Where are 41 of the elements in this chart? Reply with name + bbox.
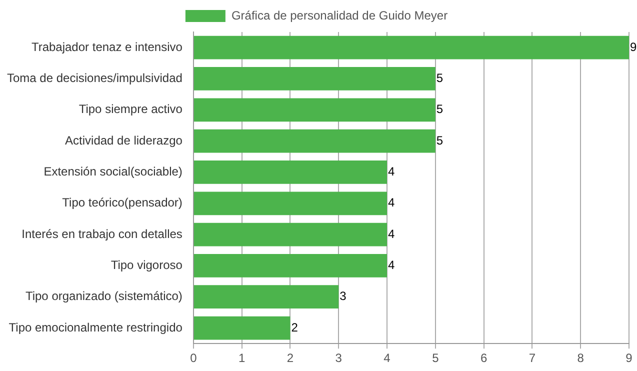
data-label: 4 (388, 226, 396, 241)
y-tick-label: Tipo organizado (sistemático) (25, 289, 182, 304)
x-tick-label: 4 (384, 351, 391, 366)
y-tick-label: Toma de decisiones/impulsividad (6, 71, 182, 86)
data-label: 5 (436, 71, 444, 86)
x-tick-label: 1 (238, 351, 246, 366)
x-tick-label: 7 (528, 351, 536, 366)
y-tick-label: Actividad de liderazgo (65, 133, 183, 148)
x-tick-label: 2 (286, 351, 294, 366)
bar (194, 285, 339, 309)
bar (194, 67, 436, 90)
bar (194, 192, 388, 216)
x-tick-label: 0 (190, 351, 198, 366)
y-tick-label: Tipo emocionalmente restringido (8, 320, 183, 334)
data-label: 4 (388, 196, 396, 210)
bar (194, 129, 436, 153)
x-tick-label: 6 (480, 351, 488, 366)
y-tick-label: Tipo siempre activo (78, 102, 183, 116)
legend-label: Gráfica de personalidad de Guido Meyer (231, 8, 448, 22)
bar (194, 222, 388, 246)
data-label: 9 (630, 40, 637, 54)
y-tick-label: Extensión social(sociable) (44, 164, 182, 179)
bar (194, 316, 290, 340)
data-label: 2 (291, 320, 298, 334)
bar (194, 98, 436, 122)
y-tick-label: Interés en trabajo con detalles (22, 226, 182, 241)
x-tick-label: 5 (432, 351, 440, 366)
bar (194, 160, 388, 184)
x-tick-label: 8 (577, 351, 584, 366)
x-tick-label: 3 (335, 351, 342, 366)
y-tick-label: Tipo vigoroso (110, 258, 183, 272)
data-label: 3 (340, 289, 347, 304)
x-tick-label: 9 (626, 351, 633, 366)
data-label: 5 (436, 102, 444, 116)
y-tick-label: Trabajador tenaz e intensivo (31, 40, 183, 54)
data-label: 4 (388, 164, 396, 179)
bar (194, 36, 629, 60)
data-label: 5 (436, 133, 444, 148)
y-tick-label: Tipo teórico(pensador) (62, 196, 182, 210)
bar (194, 254, 388, 278)
data-label: 4 (388, 258, 396, 272)
